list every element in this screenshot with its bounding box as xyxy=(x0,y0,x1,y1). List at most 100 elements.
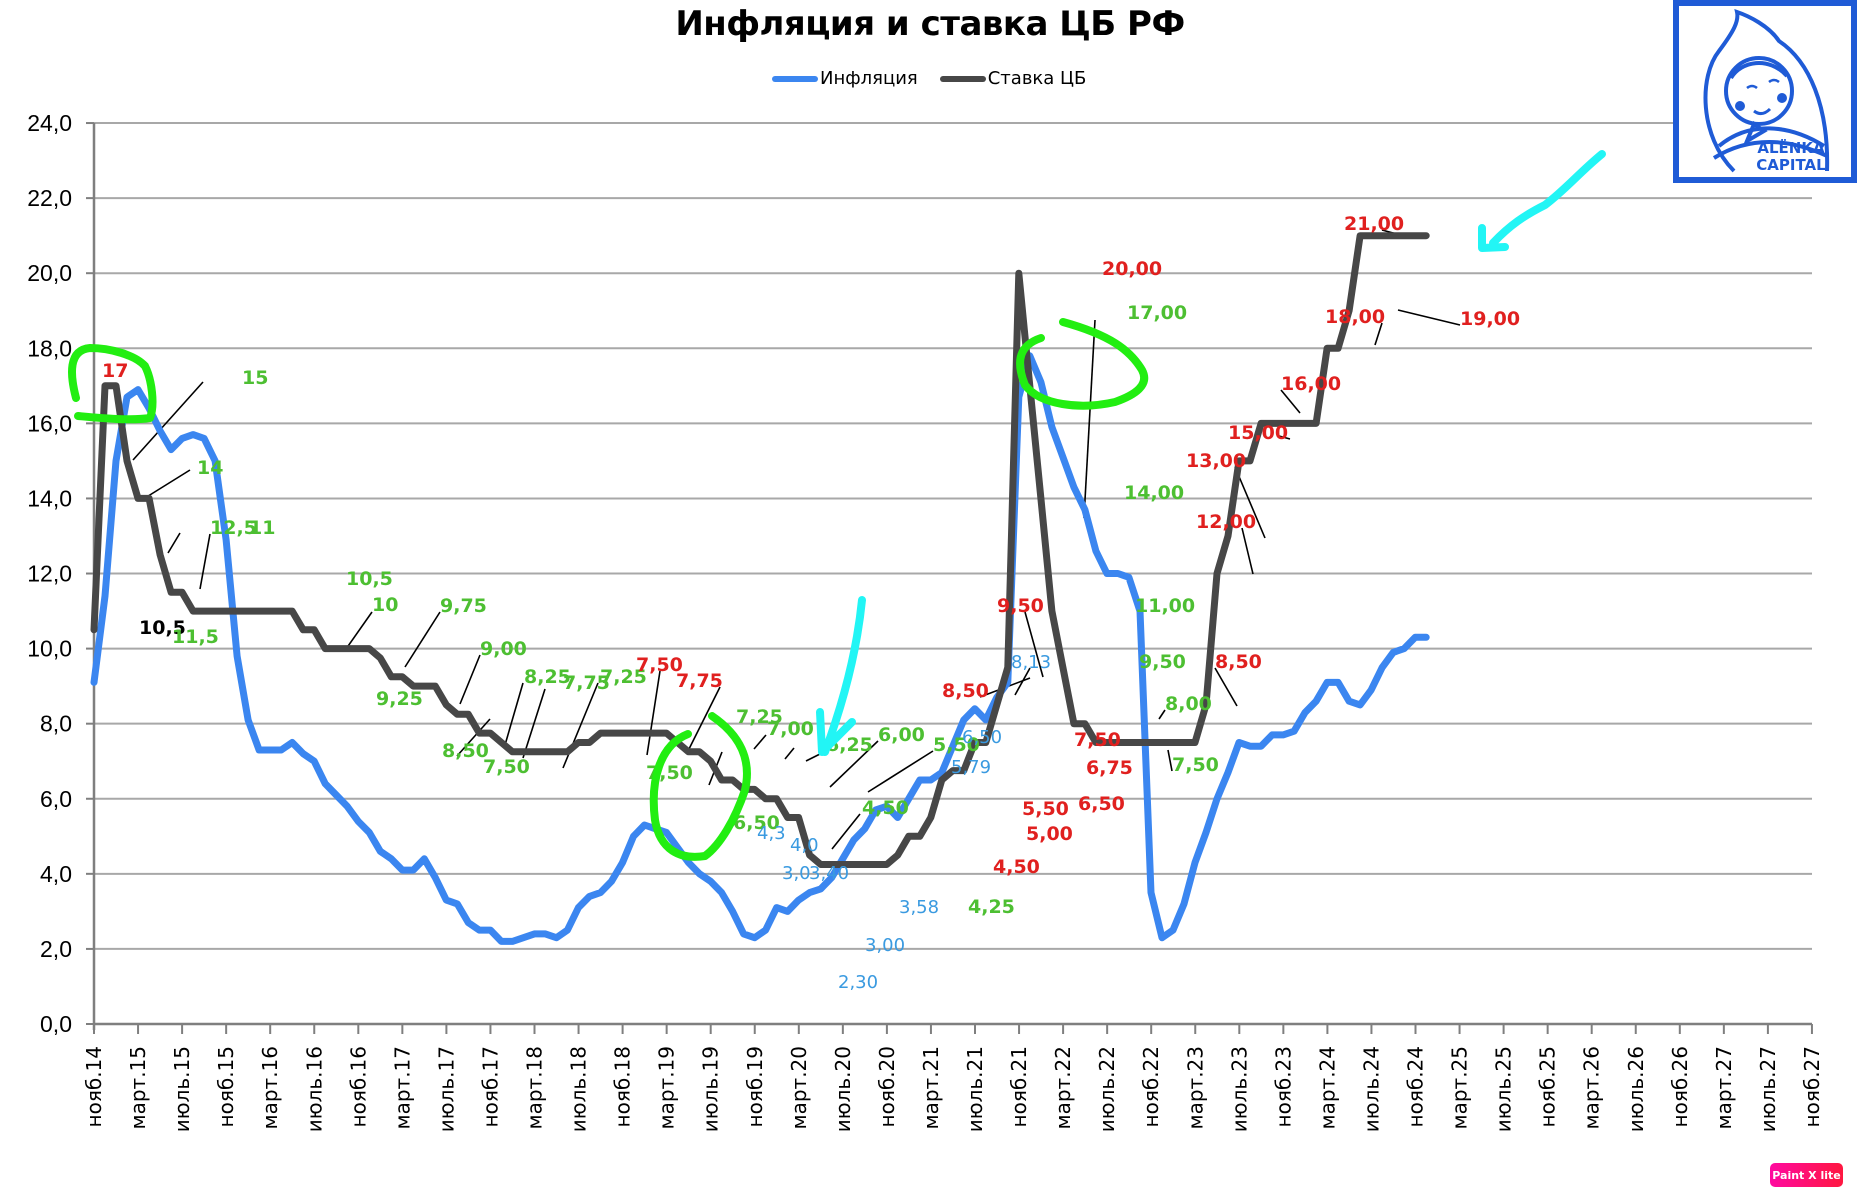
data-label: 3,0 xyxy=(782,863,811,884)
x-tick-label: март.19 xyxy=(655,1046,679,1130)
data-label: 10,5 xyxy=(346,568,393,590)
data-label: 21,00 xyxy=(1344,213,1404,235)
data-label: 9,25 xyxy=(376,688,423,710)
data-label: 11,00 xyxy=(1135,595,1195,617)
y-tick-label: 6,0 xyxy=(40,786,72,812)
data-label: 4,3 xyxy=(757,823,786,844)
x-tick-label: июль.20 xyxy=(831,1046,855,1132)
y-tick-label: 4,0 xyxy=(40,861,72,887)
hand-drawn-annotations xyxy=(68,150,1606,861)
data-label: 2,30 xyxy=(838,972,878,993)
data-label: 20,00 xyxy=(1102,258,1162,280)
data-label: 13,00 xyxy=(1186,450,1246,472)
x-tick-label: июль.18 xyxy=(567,1046,591,1132)
data-label: 18,00 xyxy=(1325,306,1385,328)
data-label: 8,13 xyxy=(1011,652,1051,673)
data-label: 9,00 xyxy=(480,638,527,660)
data-label: 7,00 xyxy=(767,718,814,740)
y-tick-label: 8,0 xyxy=(40,711,72,737)
data-label: 6,50 xyxy=(733,812,780,834)
data-label: 4,0 xyxy=(790,835,819,856)
x-tick-label: март.23 xyxy=(1183,1046,1207,1130)
data-label: 7,75 xyxy=(563,672,610,694)
x-axis: нояб.14 март.15 июль.15 нояб.15 март.16 июль.… xyxy=(82,1022,1824,1132)
legend-item-inflation: Инфляция xyxy=(772,68,918,89)
x-tick-label: март.25 xyxy=(1448,1046,1472,1130)
x-tick-label: нояб.14 xyxy=(82,1046,106,1127)
data-label: 17,00 xyxy=(1127,302,1187,324)
data-label: 10 xyxy=(372,594,398,616)
x-tick-label: март.22 xyxy=(1051,1046,1075,1130)
x-tick-label: нояб.26 xyxy=(1668,1046,1692,1127)
logo-line1: ALЁNKA xyxy=(1757,138,1825,157)
data-label: 6,50 xyxy=(962,727,1002,748)
x-tick-label: нояб.20 xyxy=(875,1046,899,1127)
data-label: 9,50 xyxy=(997,595,1044,617)
chart-legend: Инфляция Ставка ЦБ xyxy=(772,68,1108,89)
x-tick-label: нояб.22 xyxy=(1139,1046,1163,1127)
data-label: 8,25 xyxy=(524,666,571,688)
data-label: 7,25 xyxy=(600,666,647,688)
data-label: 6,75 xyxy=(1086,757,1133,779)
x-tick-label: июль.17 xyxy=(434,1046,458,1132)
label-leader-lines xyxy=(132,229,1461,850)
y-tick-label: 10,0 xyxy=(27,636,72,662)
x-tick-label: июль.25 xyxy=(1492,1046,1516,1132)
cyan-arrow-2025 xyxy=(1478,150,1606,252)
x-tick-label: июль.23 xyxy=(1227,1046,1251,1132)
x-tick-label: июль.16 xyxy=(302,1046,326,1132)
x-tick-label: нояб.16 xyxy=(346,1046,370,1127)
data-label: 12,5 xyxy=(210,517,257,539)
x-tick-label: нояб.17 xyxy=(478,1046,502,1127)
paint-x-lite-watermark[interactable]: Paint X lite xyxy=(1770,1163,1843,1187)
data-label: 17 xyxy=(102,360,128,382)
data-label: 8,50 xyxy=(1215,651,1262,673)
x-tick-label: нояб.21 xyxy=(1007,1046,1031,1127)
x-tick-label: март.24 xyxy=(1315,1046,1339,1130)
x-tick-label: июль.15 xyxy=(170,1046,194,1132)
cyan-arrow-2020 xyxy=(816,596,866,756)
x-tick-label: июль.24 xyxy=(1359,1046,1383,1132)
x-tick-label: нояб.24 xyxy=(1404,1046,1428,1127)
data-label: 5,79 xyxy=(951,757,991,778)
data-label: 16,00 xyxy=(1281,373,1341,395)
data-label: 4,50 xyxy=(993,856,1040,878)
alenka-capital-logo: ALЁNKA CAPITAL xyxy=(1673,0,1857,183)
y-tick-label: 18,0 xyxy=(27,335,72,361)
x-tick-label: июль.19 xyxy=(699,1046,723,1132)
green-circle-2022 xyxy=(1016,318,1148,410)
legend-label-inflation: Инфляция xyxy=(820,68,918,89)
data-label: 19,00 xyxy=(1460,308,1520,330)
y-tick-label: 22,0 xyxy=(27,185,72,211)
series-line-inflation xyxy=(90,352,1430,945)
matryoshka-icon: ALЁNKA CAPITAL xyxy=(1703,8,1830,174)
logo-line2: CAPITAL xyxy=(1756,156,1826,174)
data-label: 15,00 xyxy=(1228,422,1288,444)
x-tick-label: март.21 xyxy=(919,1046,943,1130)
y-tick-label: 2,0 xyxy=(40,936,72,962)
x-tick-label: нояб.19 xyxy=(743,1046,767,1127)
x-tick-label: нояб.27 xyxy=(1800,1046,1824,1127)
series-line-key-rate xyxy=(90,232,1430,868)
data-label: 5,50 xyxy=(933,734,980,756)
data-label: 8,00 xyxy=(1165,693,1212,715)
x-tick-label: март.17 xyxy=(390,1046,414,1130)
data-label: 7,25 xyxy=(736,706,783,728)
data-label: 6,00 xyxy=(878,724,925,746)
data-label: 11,5 xyxy=(172,626,219,648)
green-circle-2019 xyxy=(649,712,751,861)
legend-label-key-rate: Ставка ЦБ xyxy=(987,68,1087,89)
data-label: 15 xyxy=(242,367,268,389)
x-tick-label: март.18 xyxy=(523,1046,547,1130)
x-tick-label: нояб.15 xyxy=(214,1046,238,1127)
x-tick-label: март.27 xyxy=(1712,1046,1736,1130)
grid-lines xyxy=(94,122,1812,950)
chart-title: Инфляция и ставка ЦБ РФ xyxy=(675,4,1185,44)
data-label: 3,40 xyxy=(809,863,849,884)
x-tick-label: март.15 xyxy=(126,1046,150,1130)
data-label: 7,75 xyxy=(676,670,723,692)
y-tick-label: 14,0 xyxy=(27,485,72,511)
data-label: 5,50 xyxy=(1022,798,1069,820)
legend-swatch-inflation xyxy=(772,75,818,82)
